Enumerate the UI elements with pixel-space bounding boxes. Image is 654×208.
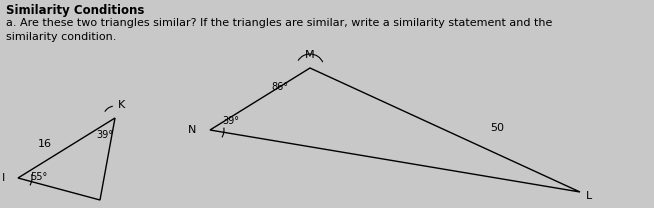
Text: N: N <box>188 125 196 135</box>
Text: 55°: 55° <box>30 172 47 182</box>
Text: I: I <box>2 173 5 183</box>
Text: K: K <box>118 100 126 110</box>
Text: 39°: 39° <box>96 130 113 140</box>
Text: 50: 50 <box>490 123 504 133</box>
Text: 39°: 39° <box>222 116 239 126</box>
Text: M: M <box>305 50 315 60</box>
Text: 16: 16 <box>38 139 52 149</box>
Text: a. Are these two triangles similar? If the triangles are similar, write a simila: a. Are these two triangles similar? If t… <box>6 18 553 28</box>
Text: L: L <box>586 191 593 201</box>
Text: 86°: 86° <box>271 82 288 92</box>
Text: Similarity Conditions: Similarity Conditions <box>6 4 145 17</box>
Text: similarity condition.: similarity condition. <box>6 32 116 42</box>
